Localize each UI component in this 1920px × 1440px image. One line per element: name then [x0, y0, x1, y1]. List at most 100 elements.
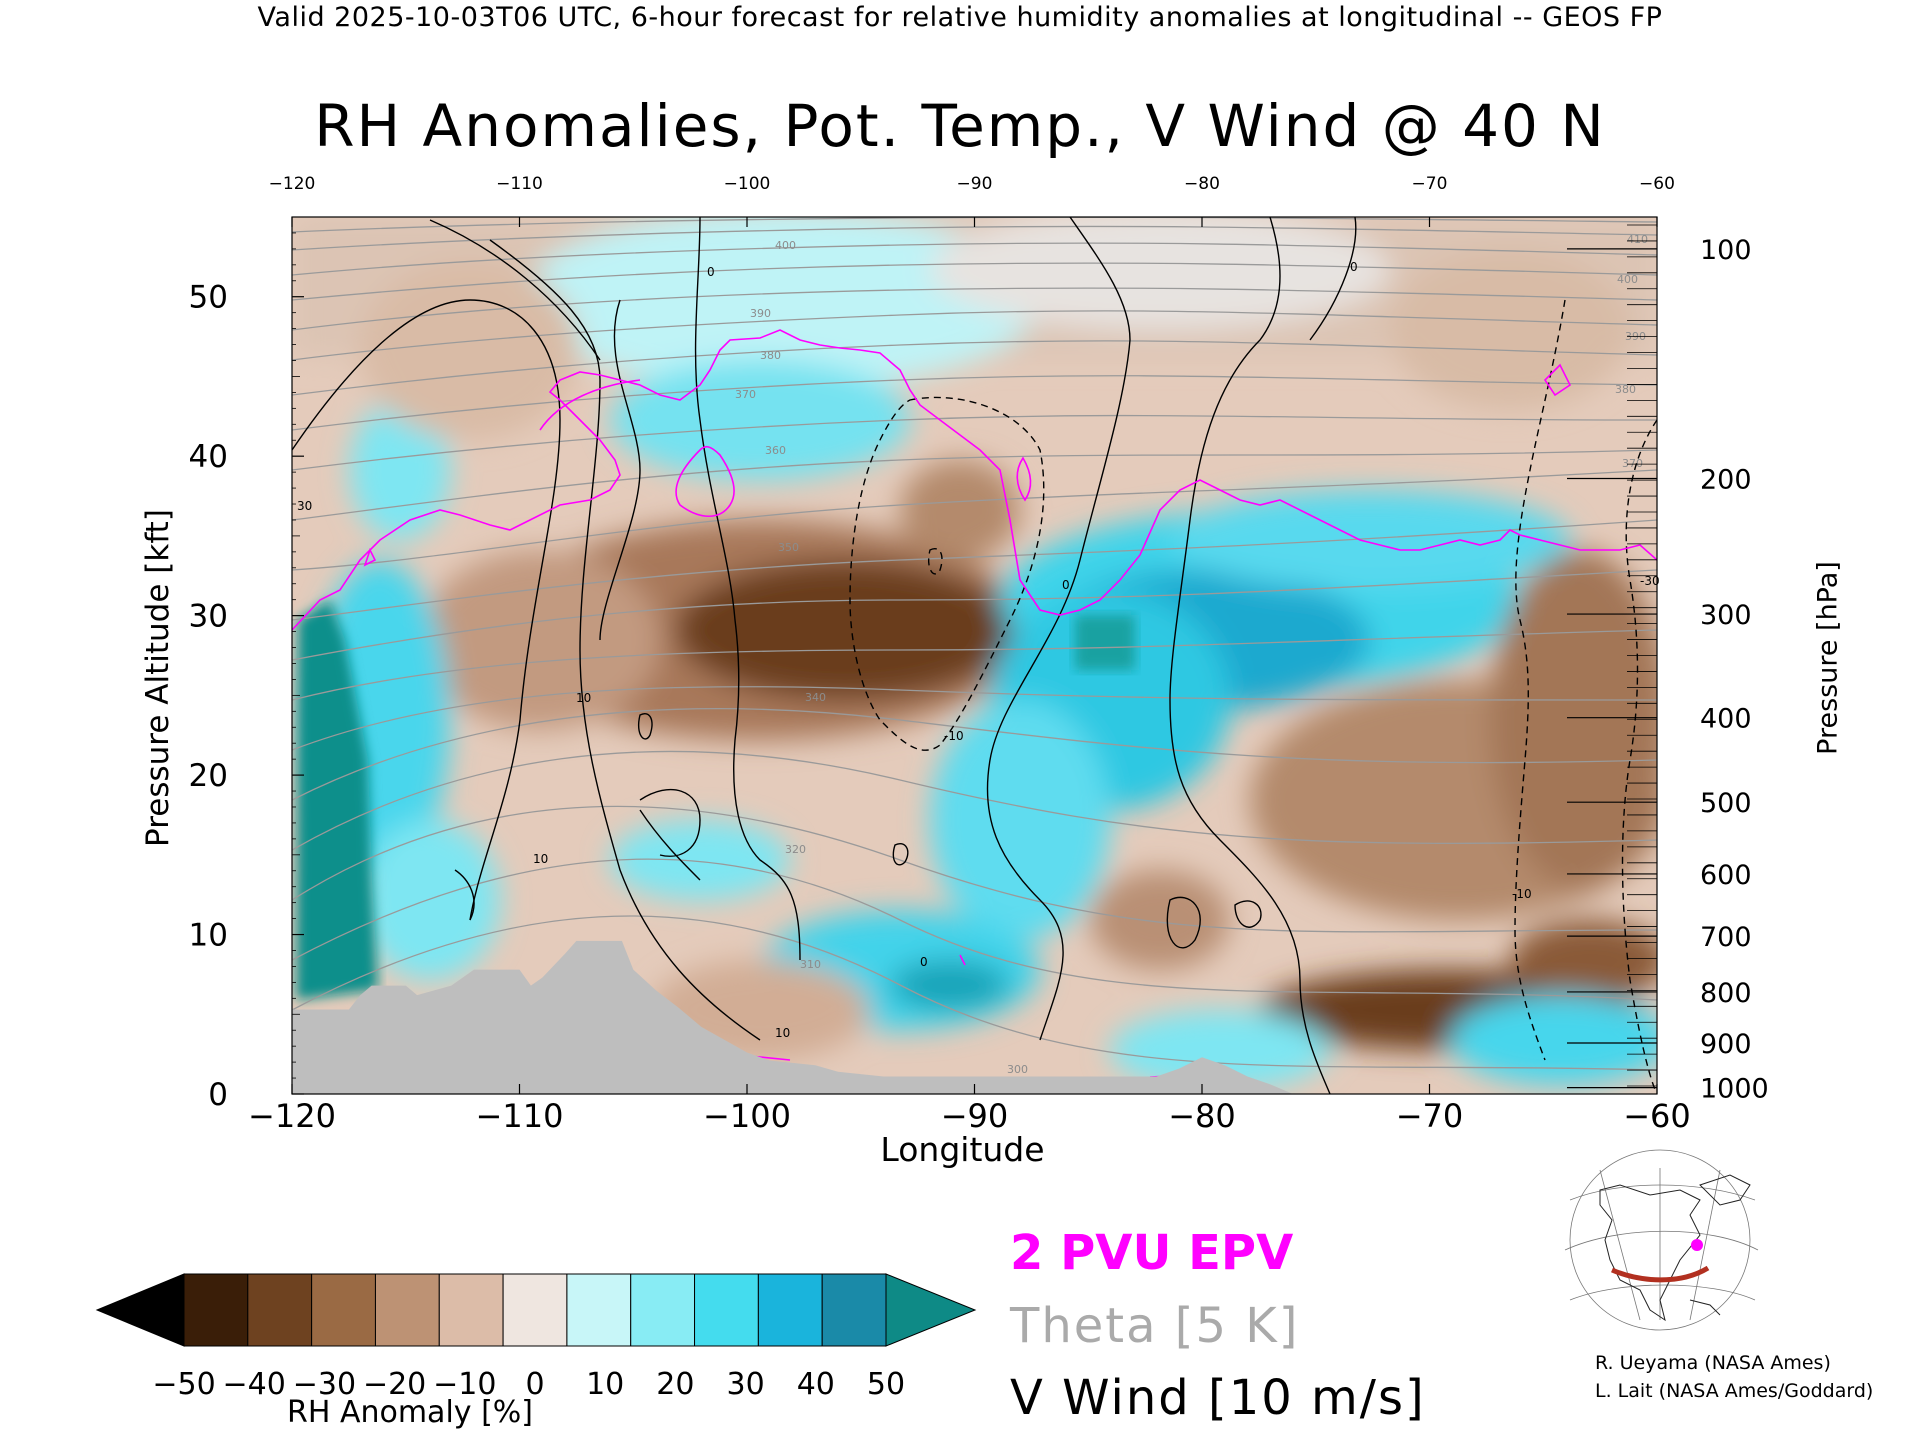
y-axis-left: 0 10 20 30 40 50	[189, 232, 304, 1113]
y-axis-label-right: Pressure [hPa]	[1812, 561, 1844, 755]
pressure-tick-label: 700	[1700, 922, 1752, 953]
vwind-label: 10	[775, 1026, 790, 1040]
theta-label: 370	[1622, 457, 1643, 470]
vwind-label: 0	[920, 955, 928, 969]
x-tick-label: −120	[248, 1097, 336, 1135]
colorbar-swatch	[821, 1273, 887, 1347]
colorbar-swatch	[311, 1273, 376, 1347]
theta-label: 380	[760, 349, 781, 362]
y-tick-label: 40	[189, 439, 228, 475]
vwind-label: 0	[1350, 260, 1358, 274]
epv-contour	[292, 329, 1657, 631]
y-tick-label: 50	[189, 280, 228, 316]
vwind-label: 0	[1062, 578, 1070, 592]
pressure-tick-label: 100	[1700, 235, 1752, 266]
rh-anomaly-field	[292, 217, 1657, 1094]
theta-label: 350	[778, 541, 799, 554]
theta-label: 340	[805, 691, 826, 704]
pressure-tick-label: 900	[1700, 1029, 1752, 1060]
pressure-tick-label: 400	[1700, 704, 1752, 735]
x-tick-top-label: −70	[1412, 174, 1448, 194]
colorbar-label: RH Anomaly [%]	[287, 1395, 533, 1430]
colorbar-tick-label: −30	[293, 1367, 356, 1402]
vwind-label: -30	[1640, 574, 1660, 588]
theta-contours	[292, 217, 1657, 1071]
x-tick-top-label: −120	[269, 174, 316, 194]
legend-vwind: V Wind [10 m/s]	[1010, 1370, 1426, 1426]
colorbar-high-triangle	[885, 1273, 977, 1347]
colorbar-tick-label: 40	[797, 1367, 835, 1402]
colorbar-tick-label: 20	[656, 1367, 694, 1402]
y-tick-label: 20	[189, 758, 228, 794]
y-axis-right: 100 200 300 400 500 600 700 800 900 1000	[1567, 224, 1769, 1105]
vwind-label: -10	[1512, 887, 1532, 901]
pressure-tick-label: 300	[1700, 600, 1752, 631]
theta-label: 320	[785, 843, 806, 856]
vwind-label: 30	[297, 499, 312, 513]
colorbar-swatch	[566, 1273, 632, 1347]
x-tick-top-label: −100	[724, 174, 771, 194]
x-tick-label: −70	[1396, 1097, 1464, 1135]
vwind-label: 0	[707, 265, 715, 279]
y-tick-label: 30	[189, 599, 228, 635]
colorbar-swatch	[630, 1273, 696, 1347]
colorbar-swatch	[247, 1273, 313, 1347]
credit-line-1: R. Ueyama (NASA Ames)	[1595, 1352, 1831, 1374]
colorbar-tick-label: −50	[152, 1367, 215, 1402]
pressure-tick-label: 600	[1700, 860, 1752, 891]
theta-label: 360	[765, 444, 786, 457]
colorbar-tick-label: −20	[363, 1367, 426, 1402]
colorbar: −50 −40 −30 −20 −10 0 10 20 30 40 50	[95, 1273, 977, 1402]
x-axis-label: Longitude	[880, 1130, 1045, 1169]
vwind-label: 10	[533, 852, 548, 866]
vwind-labels: 10 10 0 0 0 10 -10 -10 0 30 -30	[297, 260, 1660, 1040]
x-axis-bottom: −120 −110 −100 −90 −80 −70 −60	[248, 1084, 1691, 1135]
theta-label: 380	[1615, 383, 1636, 396]
theta-label: 390	[750, 307, 771, 320]
colorbar-swatch	[183, 1273, 249, 1347]
locator-map	[1560, 1149, 1760, 1331]
section-line	[1611, 1265, 1710, 1283]
x-tick-top-label: −60	[1639, 174, 1675, 194]
colorbar-tick-label: 30	[727, 1367, 765, 1402]
colorbar-swatch	[757, 1273, 823, 1347]
vwind-label: -10	[944, 729, 964, 743]
y-tick-label: 10	[189, 918, 228, 954]
theta-label: 310	[800, 958, 821, 971]
colorbar-tick-label: −40	[223, 1367, 286, 1402]
colorbar-tick-label: 10	[586, 1367, 624, 1402]
x-tick-label: −90	[941, 1097, 1009, 1135]
theta-label: 400	[1617, 273, 1638, 286]
theta-label: 300	[1007, 1063, 1028, 1076]
colorbar-swatch	[374, 1273, 440, 1347]
pressure-tick-label: 800	[1700, 978, 1752, 1009]
pressure-tick-label: 1000	[1700, 1074, 1769, 1105]
y-tick-label: 0	[208, 1077, 228, 1113]
vwind-label: 10	[576, 691, 591, 705]
colorbar-tick-label: −10	[433, 1367, 496, 1402]
x-tick-label: −80	[1168, 1097, 1236, 1135]
vwind-contours-negative	[849, 299, 1657, 1094]
colorbar-swatch	[502, 1273, 568, 1347]
x-axis-top: −120 −110 −100 −90 −80 −70 −60	[269, 174, 1675, 227]
y-axis-label-left: Pressure Altitude [kft]	[140, 509, 176, 847]
colorbar-swatch	[694, 1273, 759, 1347]
theta-label: 400	[775, 239, 796, 252]
colorbar-tick-label: 0	[525, 1367, 544, 1402]
x-tick-label: −100	[703, 1097, 791, 1135]
header-caption: Valid 2025-10-03T06 UTC, 6-hour forecast…	[257, 2, 1663, 33]
x-tick-label: −60	[1623, 1097, 1691, 1135]
pressure-tick-label: 500	[1700, 788, 1752, 819]
theta-label: 370	[735, 388, 756, 401]
location-dot	[1691, 1239, 1703, 1251]
x-tick-top-label: −90	[957, 174, 993, 194]
credit-line-2: L. Lait (NASA Ames/Goddard)	[1595, 1380, 1874, 1402]
colorbar-swatch	[438, 1273, 504, 1347]
theta-label: 410	[1627, 233, 1648, 246]
terrain-mask	[292, 940, 1293, 1094]
colorbar-low-triangle	[95, 1273, 185, 1347]
vwind-contours	[292, 217, 1357, 1094]
legend-epv: 2 PVU EPV	[1010, 1225, 1294, 1281]
chart-title: RH Anomalies, Pot. Temp., V Wind @ 40 N	[314, 92, 1606, 160]
